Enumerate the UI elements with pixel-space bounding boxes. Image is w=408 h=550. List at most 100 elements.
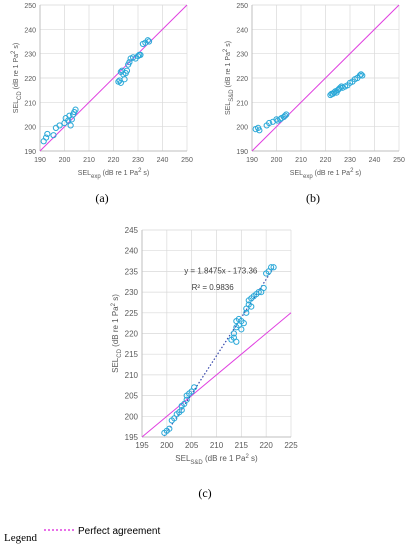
y-axis-title-sup: 2: [223, 48, 229, 52]
x-tick-label: 250: [181, 157, 193, 164]
y-axis-title-end: s): [225, 41, 232, 49]
x-axis-title-base: SEL: [175, 454, 191, 463]
y-tick-label: 230: [24, 52, 36, 59]
x-tick-label: 225: [284, 441, 298, 450]
data-point: [233, 338, 240, 345]
y-axis-title: SELCD (dB re 1 Pa2 s): [11, 43, 23, 113]
x-axis-title-sub: S&D: [190, 460, 203, 466]
caption-a: (a): [95, 191, 108, 205]
caption-b: (b): [306, 191, 320, 205]
y-tick-label: 230: [125, 288, 139, 297]
y-axis-title-sup: 2: [111, 302, 117, 306]
data-point: [166, 425, 173, 432]
trend-equation: y = 1.8475x - 173.36: [184, 266, 258, 275]
x-axis-title-end: s): [141, 170, 149, 177]
data-point: [178, 406, 185, 414]
trendline: [163, 267, 275, 437]
perfect-agreement-line: [251, 4, 400, 152]
x-tick-label: 190: [246, 157, 258, 164]
data-point: [240, 320, 247, 327]
data-point: [56, 122, 63, 129]
y-tick-label: 230: [236, 52, 248, 59]
data-point: [260, 284, 267, 292]
panel-a: 190 200 210 220 230 240 250 190 200 210 220 230 240 2…: [11, 3, 193, 180]
y-tick-label: 195: [125, 433, 139, 442]
data-point: [183, 396, 190, 403]
data-point: [126, 59, 133, 66]
x-tick-label: 210: [210, 441, 224, 450]
x-tick-label: 200: [160, 441, 174, 450]
data-point: [145, 38, 153, 45]
y-tick-label: 220: [125, 330, 139, 339]
y-axis-title-end: s): [13, 43, 20, 51]
perfect-agreement-line: [39, 4, 188, 152]
data-point: [44, 130, 51, 138]
y-axis-title-sup: 2: [11, 50, 17, 54]
legend-title: Legend: [4, 532, 37, 544]
y-axis-title-base: SEL: [111, 357, 120, 373]
data-point: [123, 67, 131, 74]
x-tick-label: 220: [108, 157, 120, 164]
x-axis-title-base: SEL: [290, 170, 303, 177]
y-tick-label: 245: [125, 226, 139, 235]
y-tick-label: 250: [236, 3, 248, 10]
y-tick-label: 210: [24, 100, 36, 107]
x-axis-title-sub: exp: [303, 174, 313, 180]
x-axis-title-base: SEL: [78, 170, 91, 177]
y-axis-title-sub: CD: [117, 348, 123, 357]
y-tick-label: 225: [125, 309, 139, 318]
y-tick-label: 250: [24, 3, 36, 10]
x-tick-label: 215: [235, 441, 249, 450]
y-tick-label: 200: [24, 125, 36, 132]
data-point: [248, 303, 255, 310]
data-point: [359, 72, 366, 79]
data-point: [50, 132, 57, 139]
x-tick-label: 210: [83, 157, 95, 164]
data-point: [243, 309, 250, 316]
x-tick-label: 200: [59, 157, 71, 164]
data-point: [144, 37, 151, 44]
y-tick-label: 200: [125, 412, 139, 421]
y-axis-title-tail: (dB re 1 Pa: [111, 306, 120, 349]
x-axis-title-sup: 2: [350, 168, 354, 174]
x-axis-title-tail: (dB re 1 Pa: [101, 170, 138, 177]
y-axis-title-base: SEL: [225, 102, 232, 115]
data-point: [238, 326, 245, 333]
x-axis-title-end: s): [249, 454, 258, 463]
y-tick-label: 210: [236, 100, 248, 107]
data-point: [283, 111, 290, 118]
y-tick-label: 215: [125, 350, 139, 359]
y-tick-label: 205: [125, 392, 139, 401]
data-point: [266, 119, 273, 127]
x-axis-title-sub: exp: [91, 174, 101, 180]
data-point: [357, 71, 365, 78]
perfect-agreement-line: [141, 312, 292, 438]
data-point: [117, 79, 124, 86]
x-axis-title-end: s): [353, 170, 361, 177]
y-axis-title-base: SEL: [13, 100, 20, 113]
x-tick-label: 210: [295, 157, 307, 164]
y-axis-title-sub: CD: [17, 91, 23, 100]
x-tick-label: 200: [271, 157, 283, 164]
x-tick-label: 240: [157, 157, 169, 164]
y-axis-title-end: s): [111, 294, 120, 303]
x-tick-label: 195: [135, 441, 149, 450]
x-axis-title-tail: (dB re 1 Pa: [313, 170, 350, 177]
data-point: [256, 127, 263, 134]
y-axis-title-tail: (dB re 1 Pa: [225, 52, 232, 89]
data-point: [268, 264, 275, 271]
x-axis-title-sup: 2: [138, 168, 142, 174]
y-tick-label: 200: [236, 125, 248, 132]
y-tick-label: 190: [236, 149, 248, 156]
x-tick-label: 230: [132, 157, 144, 164]
x-tick-label: 220: [259, 441, 273, 450]
x-axis-title: SELS&D (dB re 1 Pa2 s): [175, 454, 258, 466]
data-point: [270, 264, 277, 271]
data-point: [191, 384, 198, 391]
panel-b: 190 200 210 220 230 240 250 190 200 210 220 230 240 2…: [223, 3, 405, 180]
y-tick-label: 210: [125, 371, 139, 380]
data-point: [72, 106, 79, 113]
x-tick-label: 240: [369, 157, 381, 164]
y-tick-label: 235: [125, 267, 139, 276]
y-axis-title: SELCD (dB re 1 Pa2 s): [111, 294, 123, 373]
